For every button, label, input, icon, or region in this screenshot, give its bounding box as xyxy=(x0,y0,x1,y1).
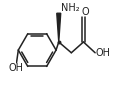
Polygon shape xyxy=(57,13,61,42)
Text: OH: OH xyxy=(9,63,24,73)
Text: NH₂: NH₂ xyxy=(61,3,79,13)
Text: O: O xyxy=(81,7,89,17)
Text: OH: OH xyxy=(96,48,111,58)
